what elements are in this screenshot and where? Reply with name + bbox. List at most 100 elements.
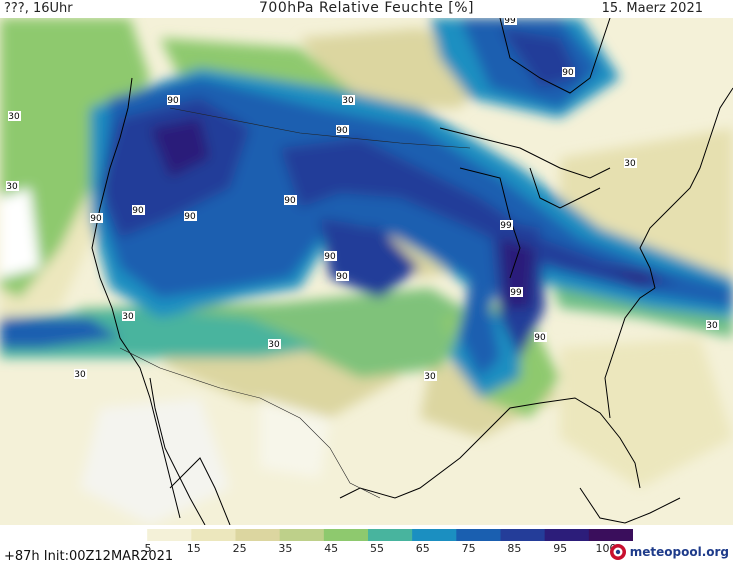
borders (119, 107, 471, 499)
contour-label-text: 90 (336, 126, 348, 136)
contour-label-bg (184, 211, 197, 221)
legend-tick-label: 25 (232, 542, 247, 555)
contour-label: 90 (132, 205, 145, 216)
contour-label-bg (284, 195, 297, 205)
meteopool-logo[interactable]: meteopool.org (609, 543, 729, 561)
contour-label-text: 90 (336, 272, 348, 282)
legend-swatch (544, 529, 590, 541)
legend-swatch (279, 529, 325, 541)
contour-label-bg (706, 320, 719, 330)
contour-label-text: 90 (167, 96, 179, 106)
coastlines (91, 18, 733, 525)
contour-label-bg (624, 158, 637, 168)
contour-label: 30 (122, 311, 135, 322)
contour-label-bg (74, 369, 87, 379)
header-bar: ???, 16Uhr 700hPa Relative Feuchte [%] 1… (0, 0, 733, 18)
contour-label-bg (342, 95, 355, 105)
legend-swatch (323, 529, 369, 541)
contour-label-bg (424, 371, 437, 381)
contour-label-text: 90 (324, 252, 336, 262)
contour-label-text: 99 (504, 18, 516, 26)
legend-tick-label: 95 (553, 542, 568, 555)
contour-label-text: 30 (6, 182, 18, 192)
contour-label: 90 (324, 251, 337, 262)
contour-label: 99 (500, 220, 513, 231)
contour-label-text: 90 (90, 214, 102, 224)
contour-label-text: 30 (268, 340, 280, 350)
contour-label: 90 (534, 332, 547, 343)
contour-label-text: 90 (184, 212, 196, 222)
humidity-map[interactable]: 30 30 30 30 90 90 90 90 90 90 90 90 99 99 90 90 99 30 30 30… (0, 18, 733, 525)
contour-label-text: 30 (342, 96, 354, 106)
contour-label-bg (8, 111, 21, 121)
globe-icon (609, 544, 626, 560)
contour-label: 30 (624, 158, 637, 169)
legend-swatch (191, 529, 236, 541)
contour-label-bg (90, 213, 103, 223)
contour-label-bg (504, 18, 517, 25)
contour-label-text: 30 (706, 321, 718, 331)
contour-labels: 3030303090909090909090909999909099303030… (6, 18, 719, 382)
legend-tick-label: 65 (415, 542, 430, 555)
legend-swatch (456, 529, 501, 541)
contour-label-bg (268, 339, 281, 349)
contour-label: 30 (74, 369, 87, 380)
contour-label: 99 (504, 18, 517, 26)
legend-swatch (147, 529, 192, 541)
legend-tick-label: 45 (324, 542, 339, 555)
contour-label-bg (534, 332, 547, 342)
legend-tick-label: 5 (144, 542, 152, 555)
contour-label: 90 (184, 211, 197, 222)
contour-label-bg (167, 95, 180, 105)
contour-label-bg (500, 220, 513, 230)
legend-tick-label: 55 (370, 542, 384, 555)
contour-label-text: 30 (8, 112, 20, 122)
contour-label: 30 (706, 320, 719, 331)
contour-label-text: 30 (122, 312, 134, 322)
legend-tick-label: 85 (507, 542, 522, 555)
contour-label-text: 90 (284, 196, 296, 206)
contour-label-text: 99 (500, 221, 512, 231)
contour-label-text: 30 (424, 372, 436, 382)
contour-label-bg (132, 205, 145, 215)
contour-label-bg (562, 67, 575, 77)
valid-date-label: 15. Maerz 2021 (601, 1, 703, 16)
contour-label-text: 30 (624, 159, 636, 169)
contour-label-text: 99 (510, 288, 522, 298)
legend-tick-label: 75 (461, 542, 476, 555)
contour-label: 30 (6, 181, 19, 192)
legend-tick-label: 15 (186, 542, 201, 555)
contour-label: 30 (8, 111, 21, 122)
logo-text: meteopool.org (629, 545, 729, 559)
contour-label: 30 (424, 371, 437, 382)
legend-swatch (500, 529, 546, 541)
contour-label: 90 (336, 125, 349, 136)
contour-label-bg (336, 271, 349, 281)
legend-swatch (103, 529, 148, 541)
contour-label: 90 (562, 67, 575, 78)
color-legend-bar (103, 529, 633, 541)
contour-label: 90 (336, 271, 349, 282)
contour-label-bg (122, 311, 135, 321)
contour-label-bg (6, 181, 19, 191)
footer-bar: 5 15 25 35 45 55 65 75 85 95 100 +87h Init:00Z12MA… (0, 525, 733, 566)
map-title: 700hPa Relative Feuchte [%] (259, 0, 474, 16)
contour-label: 30 (342, 95, 355, 106)
contour-label-text: 90 (132, 206, 144, 216)
legend-swatch (412, 529, 457, 541)
contour-label: 99 (510, 287, 523, 298)
contour-label-text: 90 (562, 68, 574, 78)
contour-label-text: 30 (74, 370, 86, 380)
contour-label: 90 (167, 95, 180, 106)
contour-label: 90 (90, 213, 103, 224)
legend-swatch (588, 529, 633, 541)
legend-tick-label: 35 (278, 542, 293, 555)
contour-label: 30 (268, 339, 281, 350)
contour-label-text: 90 (534, 333, 546, 343)
contour-label-bg (336, 125, 349, 135)
contour-label-bg (324, 251, 337, 261)
forecast-lead-info: +87h Init:00Z12MAR2021 (4, 549, 174, 564)
contour-label-bg (510, 287, 523, 297)
legend-swatch (235, 529, 281, 541)
contour-label: 90 (284, 195, 297, 206)
